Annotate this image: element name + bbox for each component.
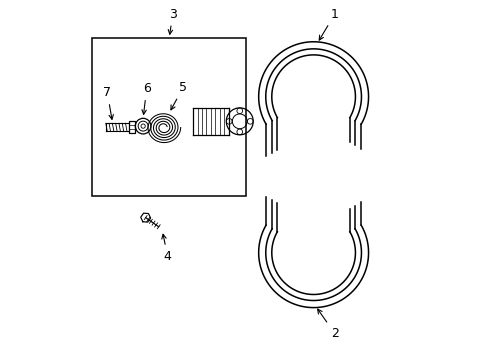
Text: 2: 2	[317, 309, 338, 340]
Text: 3: 3	[168, 8, 176, 34]
Text: 4: 4	[162, 234, 171, 263]
Bar	[128, 121, 135, 133]
Text: 1: 1	[319, 8, 338, 40]
Text: 5: 5	[171, 81, 187, 110]
Bar	[92, 38, 246, 196]
Text: 7: 7	[103, 86, 113, 119]
Text: 6: 6	[142, 82, 150, 114]
